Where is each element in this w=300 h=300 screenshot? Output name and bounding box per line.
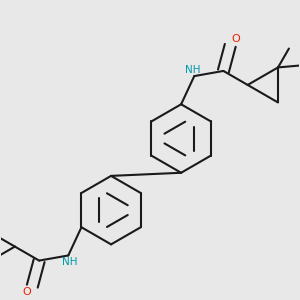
Text: O: O: [22, 287, 31, 297]
Text: NH: NH: [185, 64, 200, 74]
Text: NH: NH: [62, 257, 78, 267]
Text: O: O: [232, 34, 241, 44]
